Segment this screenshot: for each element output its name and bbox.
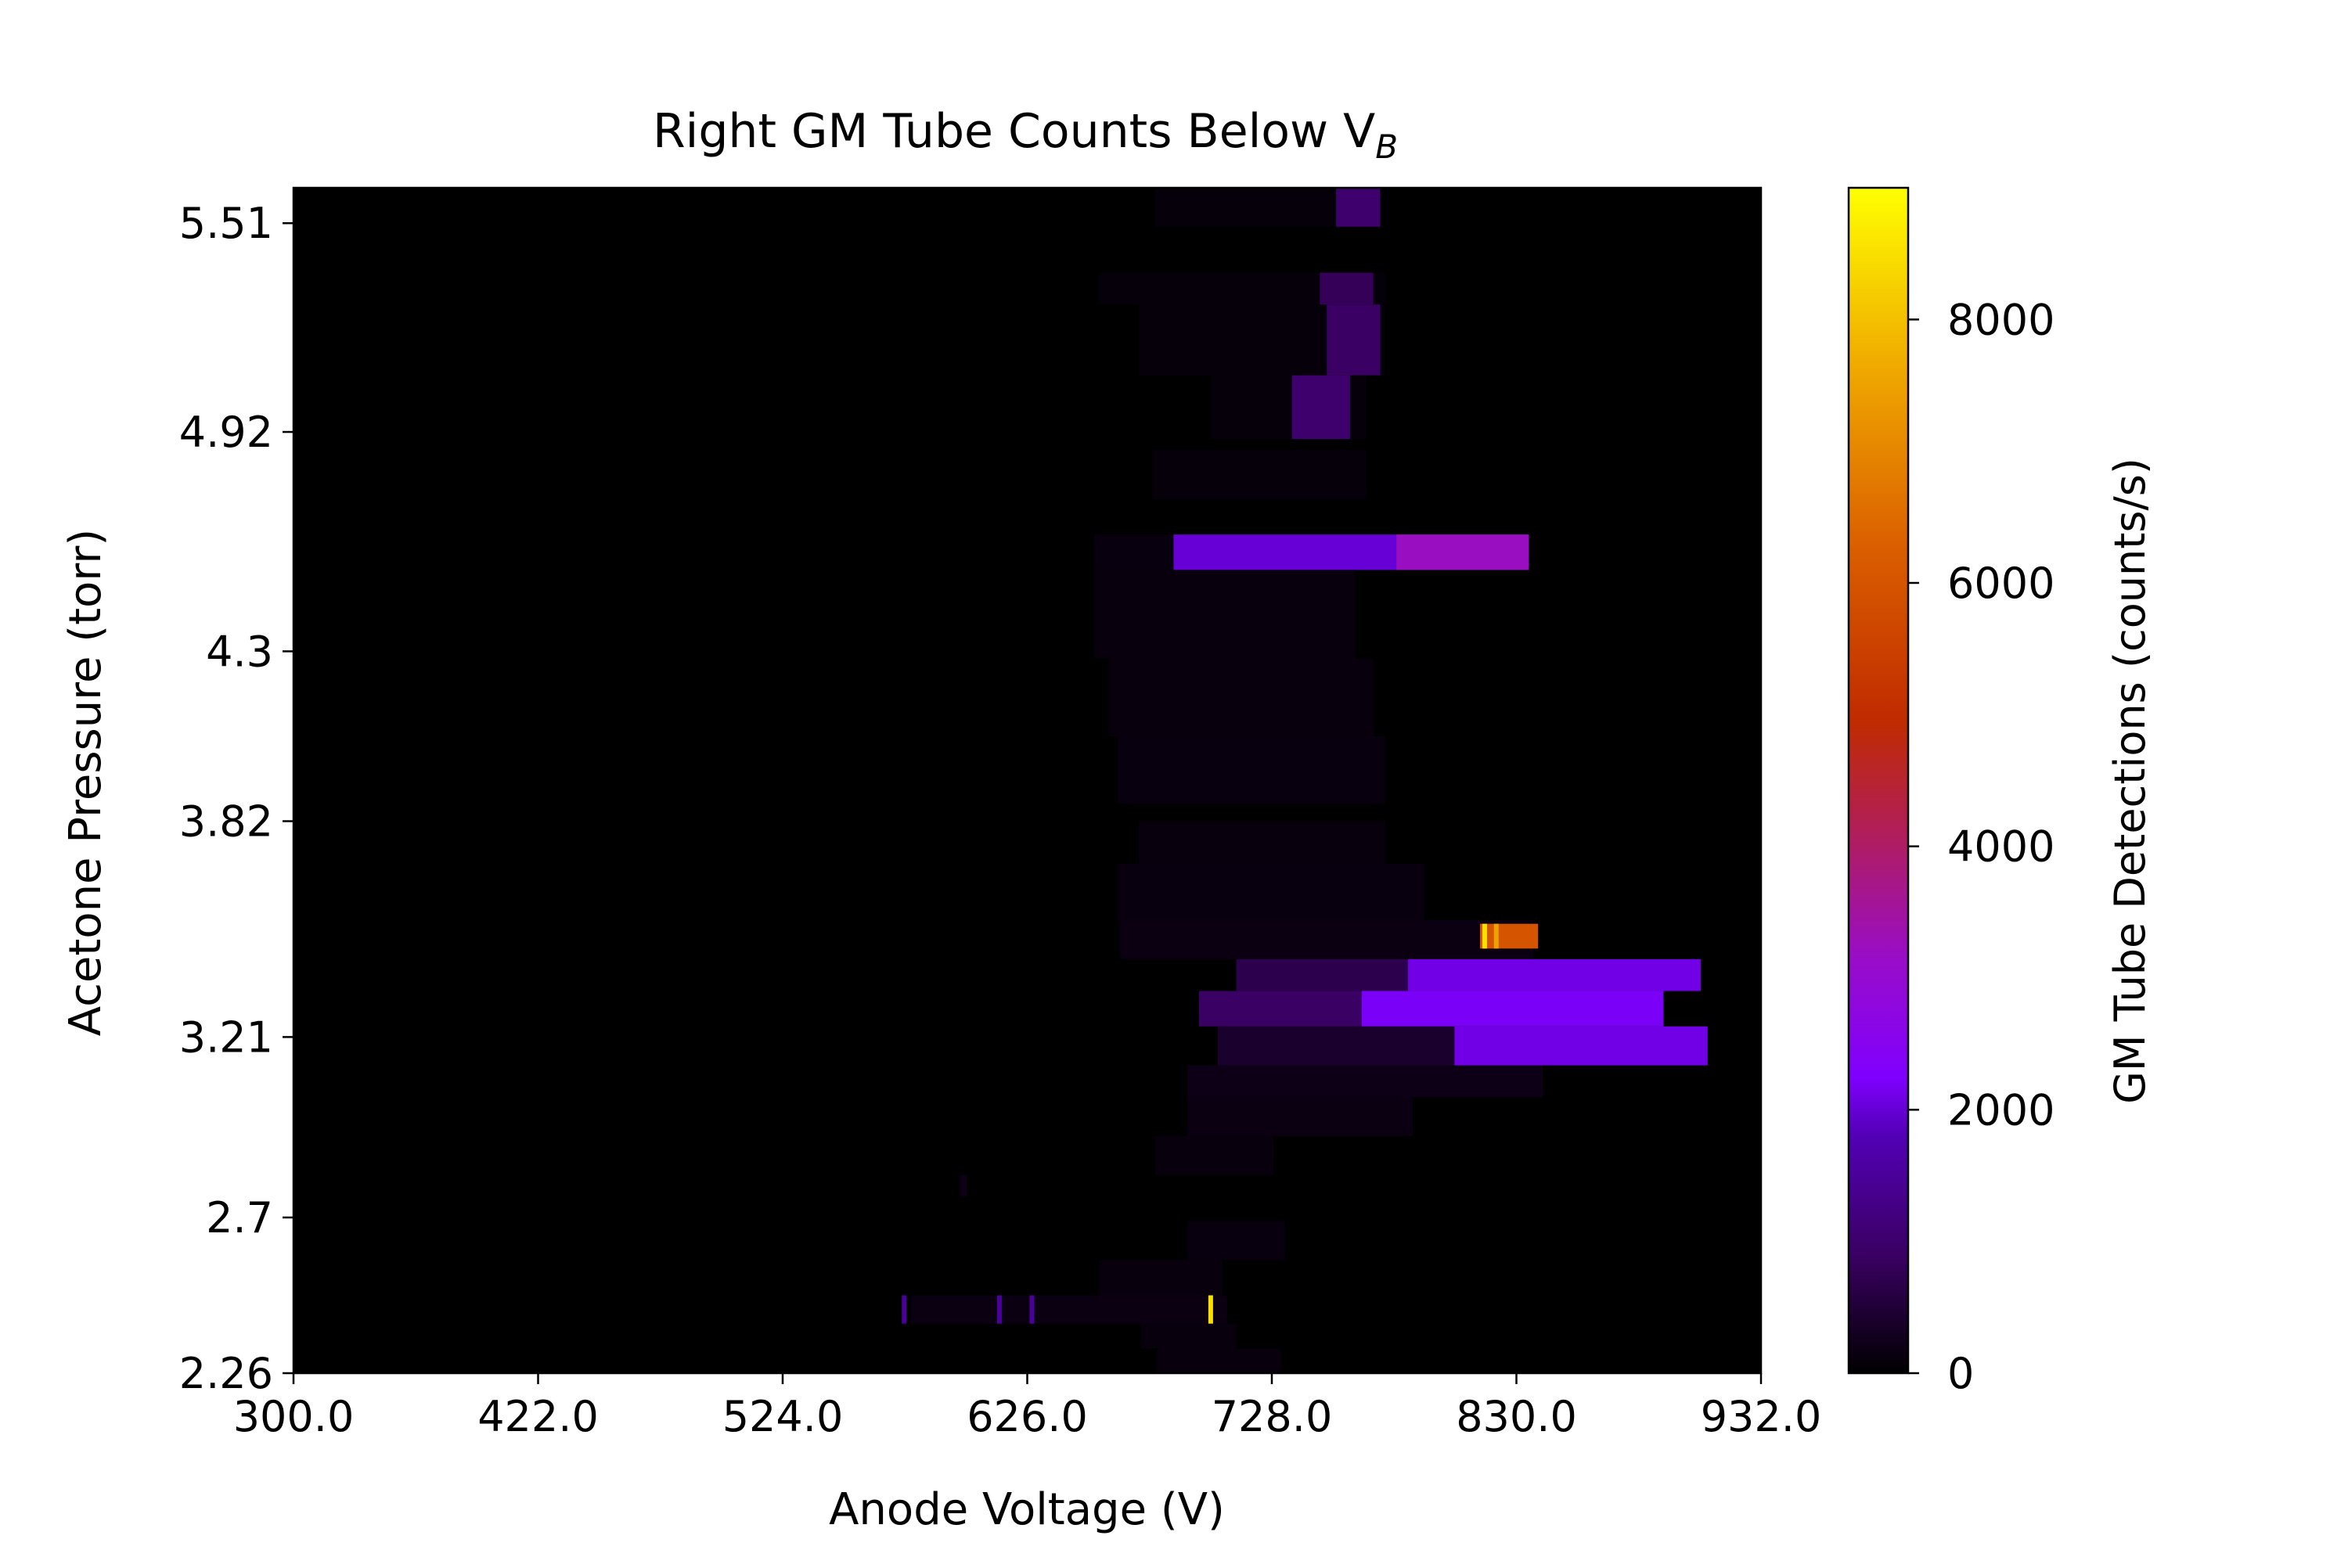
heatmap-band [1327,304,1381,376]
x-tick-label: 626.0 [967,1392,1088,1441]
heatmap-band [1291,375,1350,440]
plot-background [294,188,1761,1373]
heatmap-band [1140,1323,1237,1349]
heatmap-band [1408,958,1701,991]
heatmap-band [1094,570,1355,659]
y-tick-label: 2.7 [206,1193,273,1243]
x-tick-label: 830.0 [1456,1392,1577,1441]
y-tick-label: 4.92 [179,408,273,457]
colorbar-tick-label: 0 [1947,1349,1974,1398]
colorbar [1847,186,1910,1375]
heatmap-band [1396,534,1529,570]
heatmap-band [1480,923,1539,949]
heatmap-band [1118,863,1424,921]
x-tick-label: 300.0 [233,1392,355,1441]
heatmap-band [1157,1348,1280,1373]
heatmap-cells [902,188,1708,1373]
heatmap-band [1154,1136,1273,1175]
heatmap-band [1099,1260,1223,1296]
y-tick-label: 3.82 [179,797,273,847]
heatmap-spike [902,1295,907,1324]
y-tick-label: 2.26 [179,1349,273,1398]
heatmap-band [1152,449,1367,499]
heatmap-band [1361,991,1664,1027]
heatmap-band [1187,1097,1413,1136]
x-tick-label: 422.0 [477,1392,599,1441]
heatmap-spike [1208,1295,1213,1324]
heatmap-spike [996,1295,1002,1324]
colorbar-tick-label: 6000 [1947,559,2054,608]
x-axis-label: Anode Voltage (V) [829,1484,1225,1535]
heatmap-band [1187,1221,1285,1261]
x-tick-label: 932.0 [1701,1392,1822,1441]
heatmap-band [1138,821,1385,864]
heatmap-band [1187,1065,1543,1098]
heatmap-spike [1029,1295,1035,1324]
y-tick-label: 3.21 [179,1012,273,1062]
colorbar-tick-label: 2000 [1947,1085,2054,1135]
y-axis-ticks: 2.26 2.7 3.21 3.82 4.3 4.92 5.51 [179,199,294,1398]
heatmap-spike [1493,923,1499,949]
heatmap-band [1454,1026,1708,1066]
colorbar-tick-label: 4000 [1947,822,2054,872]
heatmap-band [911,1295,1227,1324]
colorbar-label: GM Tube Detections (counts/s) [2105,458,2155,1104]
y-axis-label: Acetone Pressure (torr) [60,529,111,1036]
heatmap-band [1336,188,1381,227]
y-tick-label: 4.3 [206,627,273,676]
heatmap-band [960,1174,967,1196]
heatmap-band [1120,920,1534,959]
heatmap-band [1108,658,1374,736]
x-tick-label: 728.0 [1212,1392,1333,1441]
heatmap-spike [1482,923,1487,949]
colorbar-ticks: 0 2000 4000 6000 8000 [1908,295,2054,1398]
x-tick-label: 524.0 [722,1392,844,1441]
colorbar-tick-label: 8000 [1947,295,2054,344]
heatmap-band [1320,272,1374,305]
x-axis-ticks: 300.0 422.0 524.0 626.0 728.0 830.0 932.0 [233,1373,1822,1441]
heatmap-band [1118,735,1385,804]
y-tick-label: 5.51 [179,199,273,248]
chart-title: Right GM Tube Counts Below VB [653,104,1398,166]
chart-title-subscript: B [1375,128,1398,166]
chart-title-text: Right GM Tube Counts Below V [653,104,1375,159]
heatmap-band [1094,534,1174,570]
